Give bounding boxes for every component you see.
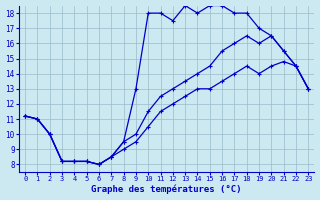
X-axis label: Graphe des températures (°C): Graphe des températures (°C)	[92, 185, 242, 194]
